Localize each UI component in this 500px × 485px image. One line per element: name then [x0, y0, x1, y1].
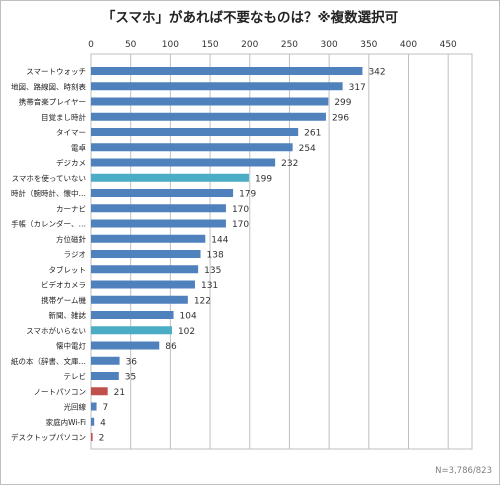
- category-label: タイマー: [56, 128, 86, 137]
- bar: [91, 372, 119, 380]
- category-label: 新聞、雑誌: [49, 310, 87, 320]
- data-label: 2: [99, 434, 105, 444]
- category-label: デジカメ: [56, 158, 86, 168]
- x-tick-label: 150: [201, 40, 218, 50]
- bar: [91, 402, 97, 411]
- data-label: 122: [194, 296, 211, 306]
- bar: [91, 341, 160, 350]
- sample-size-note: N=3,786/823: [435, 466, 492, 476]
- category-label: ビデオカメラ: [41, 280, 86, 290]
- data-label: 138: [207, 251, 224, 261]
- bar: [91, 280, 195, 289]
- bar: [91, 112, 326, 121]
- x-tick-label: 250: [281, 40, 298, 50]
- data-label: 7: [103, 403, 109, 413]
- category-label: 目覚まし時計: [41, 112, 86, 122]
- bar: [91, 295, 188, 304]
- bar: [91, 311, 174, 319]
- bar: [91, 387, 108, 396]
- bar: [91, 128, 299, 136]
- category-label: 手帳（カレンダー、…: [11, 219, 86, 229]
- data-label: 131: [201, 281, 218, 291]
- category-label: 地図、路線図、時刻表: [11, 81, 86, 91]
- category-label: 方位磁針: [56, 234, 86, 244]
- category-label: 時計（腕時計、懐中…: [11, 188, 86, 198]
- category-label: 紙の本（辞書、文庫…: [11, 356, 86, 366]
- bar: [91, 326, 172, 335]
- bar: [91, 158, 276, 167]
- category-label: 家庭内Wi-Fi: [46, 417, 86, 427]
- data-label: 179: [239, 190, 256, 200]
- data-label: 254: [299, 144, 316, 154]
- bar: [91, 204, 226, 213]
- category-label: 光回線: [64, 402, 87, 412]
- category-label: ノートパソコン: [34, 387, 87, 396]
- bar: [91, 250, 201, 258]
- bar: [91, 143, 293, 152]
- bar: [91, 265, 199, 274]
- bar: [91, 82, 343, 91]
- data-label: 199: [255, 174, 272, 184]
- bar: [91, 97, 329, 106]
- category-label: デスクトップパソコン: [11, 432, 86, 442]
- data-label: 21: [114, 388, 125, 398]
- bar: [91, 173, 249, 182]
- data-label: 4: [100, 418, 106, 428]
- data-label: 135: [204, 266, 221, 276]
- category-label: カーナビ: [56, 204, 86, 213]
- bar: [91, 417, 95, 426]
- category-label: スマホを使っていない: [12, 173, 86, 183]
- bar: [91, 67, 363, 75]
- category-label: 携帯ゲーム機: [41, 295, 86, 305]
- bar: [91, 189, 234, 197]
- data-label: 170: [232, 220, 249, 230]
- x-tick-label: 50: [125, 40, 137, 50]
- x-tick-label: 0: [88, 40, 94, 50]
- category-label: 電卓: [71, 142, 86, 152]
- category-label: 懐中電灯: [56, 341, 86, 351]
- category-label: 携帯音楽プレイヤー: [19, 97, 86, 107]
- x-tick-label: 400: [400, 40, 417, 50]
- category-label: スマートウォッチ: [26, 67, 86, 76]
- x-tick-label: 100: [162, 40, 179, 50]
- x-tick-label: 300: [321, 40, 338, 50]
- x-tick-label: 450: [440, 40, 457, 50]
- data-label: 296: [332, 113, 349, 123]
- bar: [91, 433, 93, 441]
- data-label: 144: [211, 235, 228, 245]
- bar: [91, 234, 206, 243]
- category-label: スマホがいらない: [26, 325, 86, 335]
- data-label: 317: [349, 83, 366, 93]
- x-tick-label: 350: [360, 40, 377, 50]
- data-label: 299: [334, 98, 351, 108]
- data-label: 86: [165, 342, 177, 352]
- data-label: 261: [304, 129, 321, 139]
- data-label: 102: [178, 327, 195, 337]
- bar: [91, 219, 226, 228]
- data-label: 342: [368, 68, 385, 78]
- x-tick-label: 200: [241, 40, 258, 50]
- data-label: 36: [126, 357, 138, 367]
- data-label: 232: [281, 159, 298, 169]
- data-label: 104: [180, 312, 197, 322]
- category-label: タブレット: [49, 264, 87, 274]
- bar: [91, 356, 120, 365]
- chart-title: 「スマホ」があれば不要なものは？※複数選択可: [101, 10, 399, 26]
- category-label: ラジオ: [64, 250, 86, 259]
- data-label: 35: [125, 373, 136, 383]
- category-label: テレビ: [64, 372, 87, 381]
- data-label: 170: [232, 205, 249, 215]
